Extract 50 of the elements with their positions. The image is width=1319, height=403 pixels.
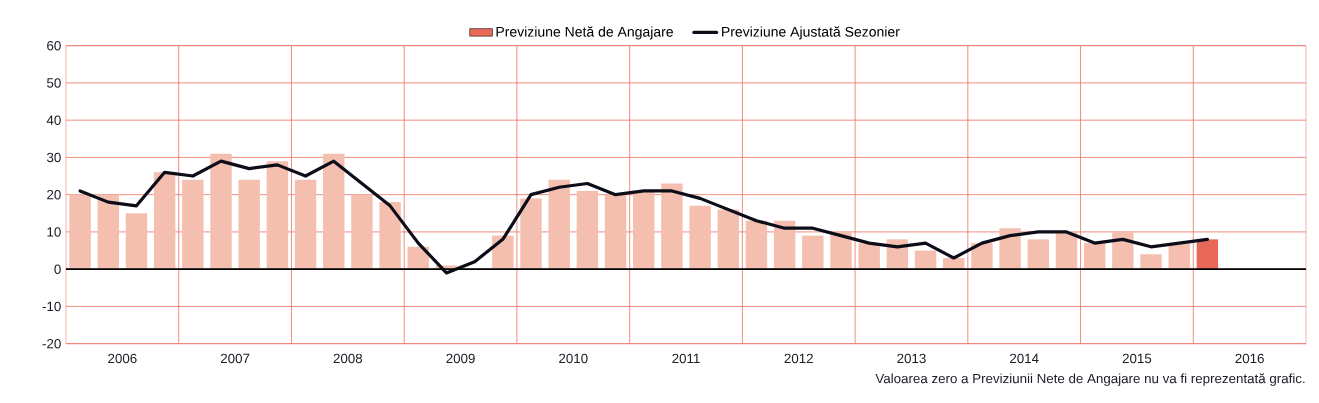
bar bbox=[294, 179, 317, 270]
x-tick-label: 2016 bbox=[1235, 353, 1264, 364]
bar bbox=[323, 153, 345, 270]
x-tick-label: 2006 bbox=[108, 353, 137, 364]
x-tick-label: 2008 bbox=[333, 353, 363, 364]
bar bbox=[379, 202, 401, 270]
y-tick-label: 40 bbox=[46, 115, 61, 125]
bar bbox=[576, 190, 599, 270]
bar bbox=[153, 172, 176, 270]
y-tick-label: 0 bbox=[54, 264, 61, 274]
bar bbox=[745, 220, 768, 270]
bar bbox=[69, 194, 91, 270]
x-tick-label: 2010 bbox=[559, 353, 588, 364]
bar bbox=[210, 153, 232, 270]
bar bbox=[661, 183, 683, 270]
x-tick-label: 2014 bbox=[1010, 353, 1039, 364]
bar bbox=[238, 179, 260, 270]
bar bbox=[689, 205, 711, 270]
bar bbox=[266, 161, 289, 270]
legend-label: Previziune Ajustată Sezonier bbox=[722, 26, 900, 40]
x-tick-label: 2012 bbox=[784, 353, 813, 364]
bar bbox=[802, 235, 824, 270]
bar bbox=[1140, 254, 1162, 270]
legend-label: Previziune Netă de Angajare bbox=[496, 26, 673, 40]
y-tick-label: -10 bbox=[42, 301, 61, 312]
bar bbox=[858, 243, 880, 270]
bar bbox=[520, 198, 542, 270]
x-tick-label: 2007 bbox=[220, 353, 250, 364]
bar bbox=[1027, 239, 1049, 270]
bar bbox=[351, 194, 373, 270]
bar bbox=[1083, 243, 1106, 270]
y-tick-label: 30 bbox=[46, 152, 61, 163]
x-tick-label: 2011 bbox=[672, 353, 700, 364]
y-tick-label: 10 bbox=[47, 227, 61, 237]
x-tick-label: 2009 bbox=[446, 353, 475, 364]
bar bbox=[633, 190, 655, 270]
y-tick-label: -20 bbox=[42, 338, 61, 349]
y-tick-label: 60 bbox=[47, 40, 61, 51]
bar bbox=[1196, 239, 1219, 270]
y-tick-label: 50 bbox=[47, 78, 61, 88]
bar bbox=[604, 194, 627, 270]
x-tick-label: 2015 bbox=[1122, 353, 1152, 364]
y-tick-label: 20 bbox=[47, 189, 61, 200]
bar bbox=[97, 194, 119, 270]
bar bbox=[125, 213, 148, 270]
bar bbox=[717, 209, 739, 270]
x-tick-label: 2013 bbox=[897, 353, 926, 364]
bar bbox=[548, 179, 570, 270]
text: Valoarea zero a Previziunii Nete de Angajare nu va fi reprezentată grafic. bbox=[875, 373, 1305, 386]
bar bbox=[182, 179, 204, 270]
